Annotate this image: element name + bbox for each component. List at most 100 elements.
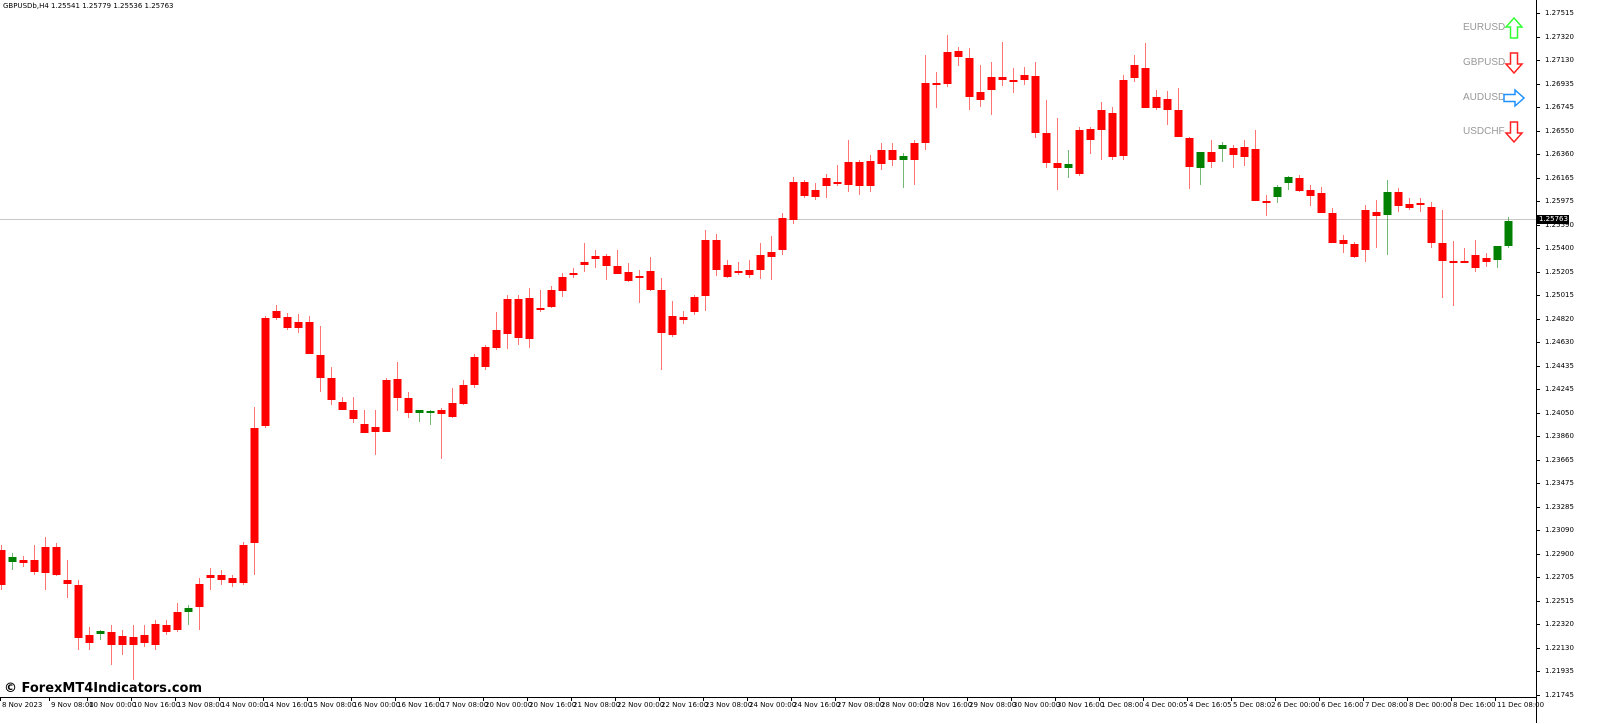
time-axis[interactable]: 8 Nov 2023 9 Nov 08:00 10 Nov 00:00 10 Nov …: [0, 697, 1544, 724]
time-tick: [527, 698, 528, 701]
price-tick-label: 1.26550: [1545, 126, 1574, 135]
price-axis[interactable]: 1.27515 1.27320 1.27130 1.26935 1.26745 1.265…: [1536, 0, 1600, 723]
bear-candle: [635, 276, 644, 278]
bear-candle: [1086, 129, 1095, 140]
bull-candle: [415, 410, 424, 413]
bear-candle: [151, 624, 160, 645]
bear-candle: [789, 182, 798, 220]
candlestick-plot[interactable]: [0, 0, 1536, 697]
bear-candle: [41, 547, 50, 573]
bear-candle: [129, 637, 138, 645]
time-tick: [703, 698, 704, 701]
bear-candle: [162, 625, 171, 632]
price-tick: [1537, 389, 1540, 391]
price-tick-label: 1.23860: [1545, 432, 1574, 441]
signal-eurusd: EURUSD: [1455, 16, 1530, 40]
bear-candle: [1328, 213, 1337, 243]
bear-candle: [745, 270, 754, 275]
time-tick-label: 28 Nov 16:00: [925, 701, 973, 709]
bear-candle: [800, 182, 809, 196]
time-tick-label: 10 Nov 00:00: [89, 701, 137, 709]
bear-candle: [1240, 147, 1249, 157]
price-tick: [1537, 224, 1540, 226]
time-tick: [1231, 698, 1232, 701]
bull-candle: [1064, 164, 1073, 168]
bull-candle: [1504, 221, 1513, 246]
time-tick: [923, 698, 924, 701]
price-tick-label: 1.23475: [1545, 479, 1574, 488]
bear-candle: [1130, 65, 1139, 78]
time-tick-label: 20 Nov 16:00: [529, 701, 577, 709]
price-tick-label: 1.25975: [1545, 197, 1574, 206]
time-tick: [1363, 698, 1364, 701]
bear-candle: [679, 317, 688, 320]
time-tick: [0, 698, 1, 701]
bear-candle: [371, 427, 380, 432]
price-tick-label: 1.23665: [1545, 455, 1574, 464]
price-tick-label: 1.22705: [1545, 573, 1574, 582]
bear-candle: [877, 150, 886, 164]
bear-candle: [1262, 201, 1271, 203]
bear-candle: [85, 635, 94, 643]
bear-candle: [668, 316, 677, 335]
price-tick-label: 1.24050: [1545, 408, 1574, 417]
price-tick-label: 1.25015: [1545, 291, 1574, 300]
time-tick: [967, 698, 968, 701]
bull-candle: [96, 631, 105, 634]
bear-candle: [74, 585, 83, 638]
price-tick-label: 1.23090: [1545, 526, 1574, 535]
bear-candle: [712, 240, 721, 270]
time-tick-label: 9 Nov 08:00: [51, 701, 94, 709]
price-tick: [1537, 436, 1540, 438]
bear-candle: [437, 410, 446, 414]
bear-candle: [1339, 240, 1348, 244]
bear-candle: [327, 378, 336, 400]
price-tick-label: 1.22515: [1545, 596, 1574, 605]
time-tick-label: 8 Dec 16:00: [1453, 701, 1496, 709]
bull-candle: [1383, 192, 1392, 215]
price-tick-label: 1.26165: [1545, 173, 1574, 182]
time-tick: [1099, 698, 1100, 701]
bear-candle: [338, 402, 347, 410]
time-tick-label: 11 Dec 08:00: [1497, 701, 1545, 709]
time-tick-label: 30 Nov 16:00: [1057, 701, 1105, 709]
time-tick: [571, 698, 572, 701]
bear-candle: [1152, 97, 1161, 108]
bear-candle: [822, 178, 831, 186]
time-tick: [1407, 698, 1408, 701]
bear-candle: [1405, 204, 1414, 208]
bull-candle: [1218, 145, 1227, 149]
price-tick: [1537, 506, 1540, 508]
price-tick-label: 1.21745: [1545, 691, 1574, 699]
price-tick: [1537, 177, 1540, 179]
price-tick: [1537, 600, 1540, 602]
time-tick: [1143, 698, 1144, 701]
bear-candle: [701, 240, 710, 296]
price-tick-label: 1.26360: [1545, 150, 1574, 159]
signal-label: AUDUSD: [1463, 92, 1506, 103]
bear-candle: [855, 162, 864, 186]
chart-area[interactable]: GBPUSDb,H4 1.25541 1.25779 1.25536 1.257…: [0, 0, 1536, 697]
bear-candle: [547, 290, 556, 307]
bear-candle: [1097, 110, 1106, 130]
bull-candle: [1493, 246, 1502, 260]
arrow-right-icon: [1503, 88, 1525, 108]
time-tick-label: 16 Nov 00:00: [353, 701, 401, 709]
bear-candle: [140, 635, 149, 643]
price-tick-label: 1.22130: [1545, 643, 1574, 652]
price-tick: [1537, 342, 1540, 344]
bear-candle: [1009, 80, 1018, 82]
bear-candle: [1460, 261, 1469, 263]
bear-candle: [1416, 203, 1425, 205]
symbol-info: GBPUSDb,H4 1.25541 1.25779 1.25536 1.257…: [3, 2, 174, 10]
arrow-up-icon: [1504, 16, 1524, 39]
bear-candle: [1053, 163, 1062, 168]
bear-candle: [921, 83, 930, 143]
bear-candle: [316, 355, 325, 378]
bear-candle: [756, 255, 765, 270]
bear-candle: [646, 271, 655, 290]
bear-candle: [723, 265, 732, 277]
price-tick: [1537, 107, 1540, 109]
price-tick-label: 1.24820: [1545, 314, 1574, 323]
bear-candle: [448, 403, 457, 417]
